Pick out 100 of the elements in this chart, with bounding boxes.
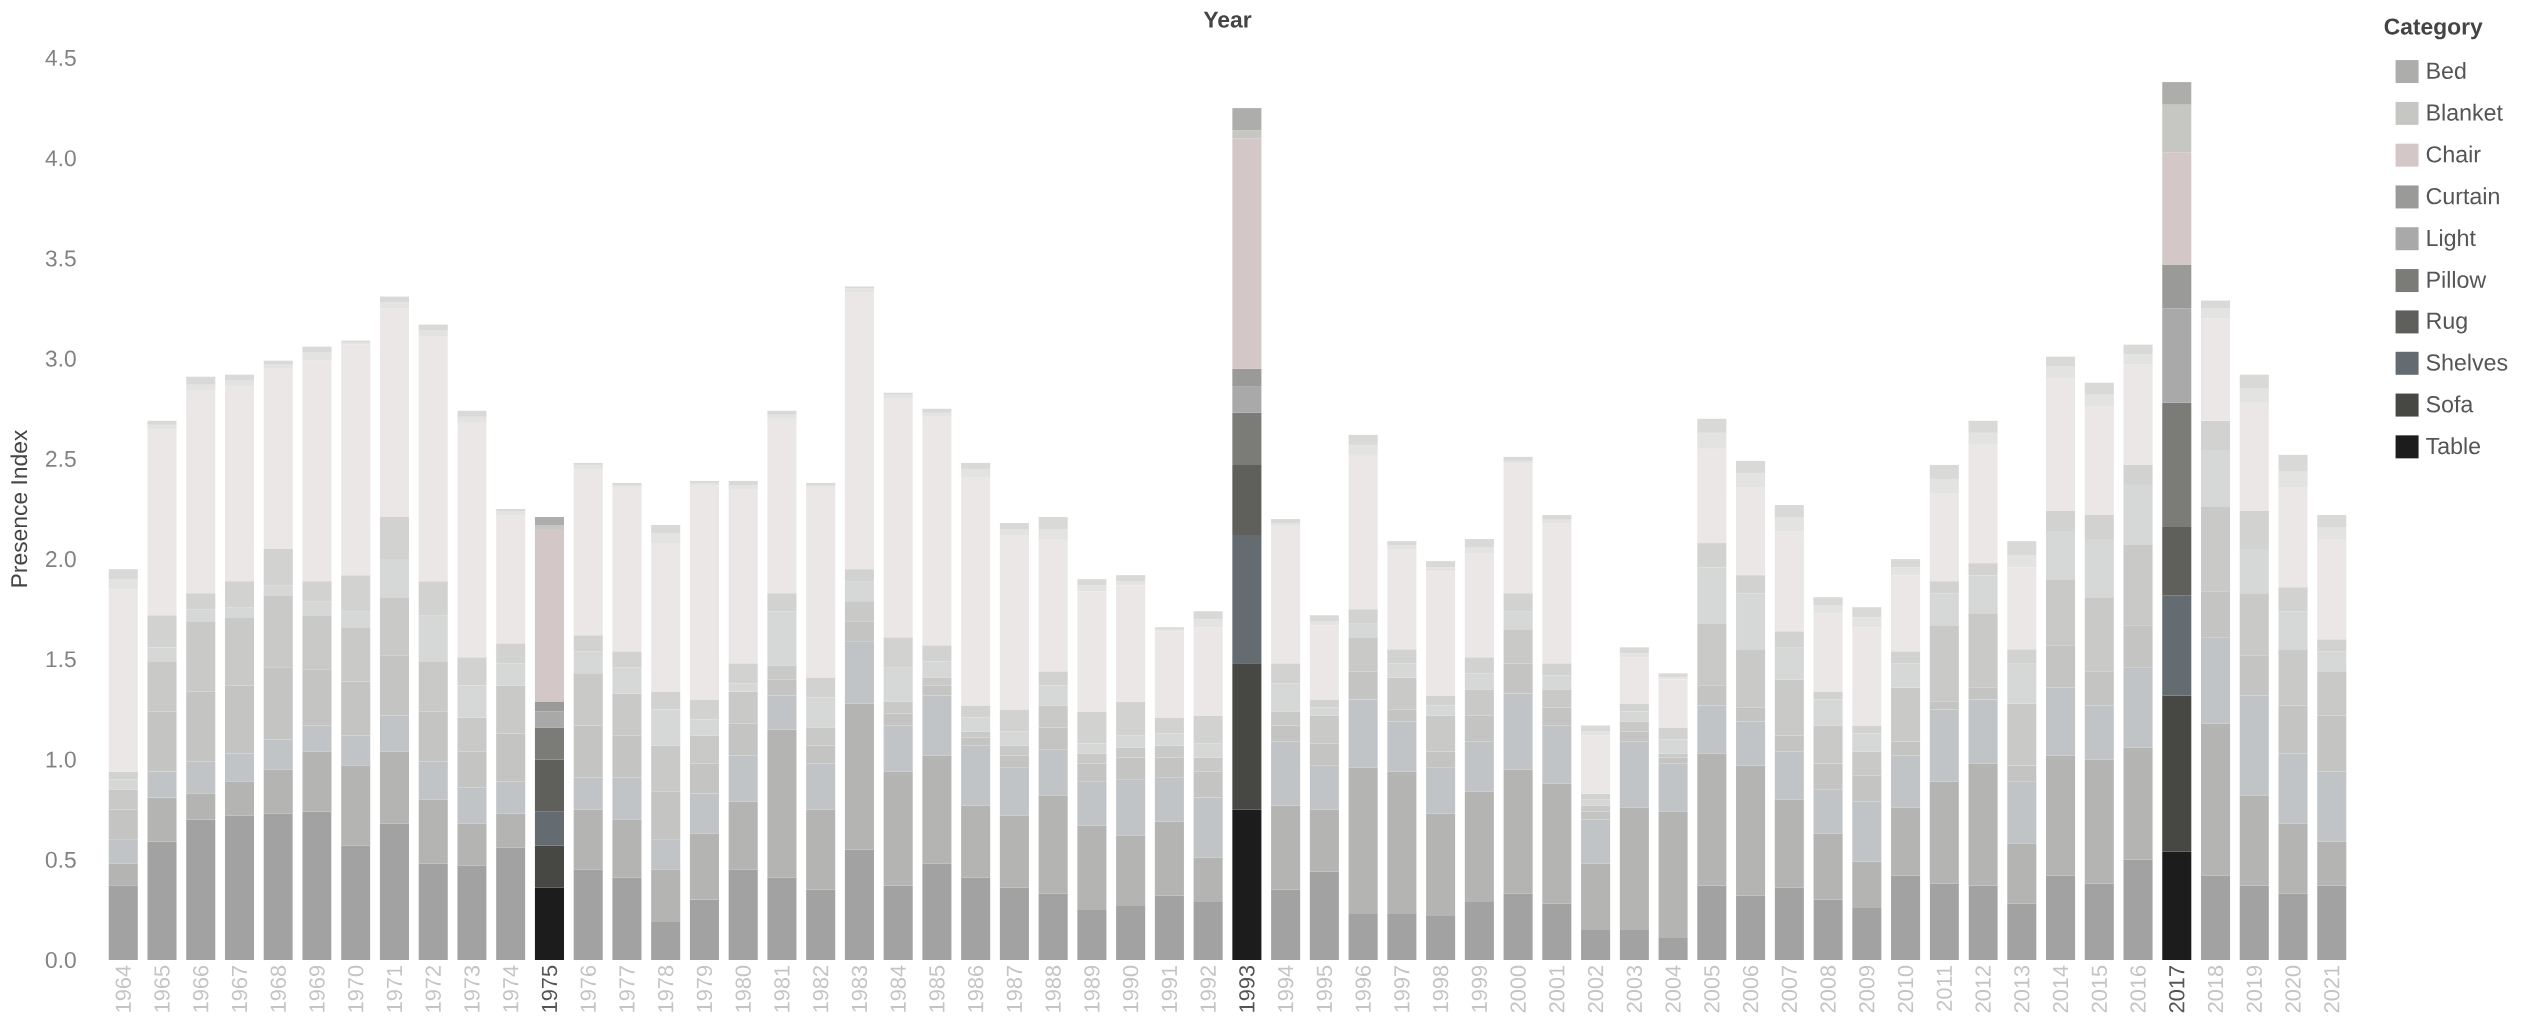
bar — [147, 797, 177, 842]
bar — [2123, 747, 2153, 860]
bar — [1813, 833, 1843, 900]
y-tick-label: 0.5 — [45, 851, 76, 868]
bar — [1736, 765, 1766, 896]
bar — [1116, 585, 1146, 702]
bar — [728, 869, 758, 960]
bar — [1619, 929, 1649, 960]
bar — [728, 801, 758, 870]
bar — [341, 845, 371, 960]
x-tick-label: 2008 — [1820, 965, 1836, 1013]
bar — [1232, 108, 1262, 131]
x-tick-label: 1983 — [851, 965, 868, 1012]
bar — [1736, 895, 1766, 960]
legend-label: Sofa — [2426, 395, 2474, 413]
bar — [1348, 913, 1378, 960]
bar — [883, 398, 913, 638]
bar — [534, 845, 564, 888]
legend-label: Chair — [2426, 145, 2481, 163]
bar — [1929, 781, 1959, 884]
x-tick-label: 2021 — [2324, 966, 2340, 1013]
bar — [496, 515, 526, 644]
x-tick-label: 1964 — [115, 965, 131, 1012]
bar — [2162, 308, 2192, 403]
bar — [2278, 893, 2308, 960]
bar — [534, 887, 564, 960]
bar — [883, 885, 913, 960]
bar — [1852, 907, 1882, 960]
x-tick-label: 1974 — [503, 965, 519, 1012]
y-tick-label: 4.0 — [45, 150, 76, 167]
bar — [1891, 807, 1921, 876]
x-tick-label: 2014 — [2052, 965, 2069, 1013]
bar — [2239, 795, 2269, 886]
bar — [341, 765, 371, 846]
bar — [1232, 368, 1262, 387]
x-tick-label: 1975 — [541, 965, 558, 1012]
bar — [883, 771, 913, 886]
x-tick-label: 2012 — [1975, 966, 1991, 1013]
bar — [2046, 755, 2076, 876]
bar — [844, 292, 874, 570]
bar — [961, 877, 991, 960]
x-tick-label: 2020 — [2285, 965, 2301, 1013]
bar — [728, 480, 758, 485]
bar — [496, 847, 526, 960]
bar — [186, 819, 216, 960]
bar — [922, 408, 952, 413]
bar — [418, 799, 448, 864]
x-tick-label: 2011 — [1936, 966, 1953, 1011]
x-tick-label: 1971 — [386, 966, 403, 1012]
x-axis-title: Year — [1203, 11, 1252, 28]
bar — [1503, 893, 1533, 960]
bar — [1503, 456, 1533, 461]
bar — [1658, 811, 1688, 938]
bar — [2007, 843, 2037, 904]
bar — [341, 344, 371, 576]
bar — [457, 823, 487, 866]
y-tick-label: 3.5 — [45, 250, 76, 267]
x-tick-label: 1986 — [967, 965, 984, 1012]
x-tick-label: 2015 — [2091, 965, 2108, 1013]
legend-label: Rug — [2427, 312, 2467, 334]
bar — [2200, 723, 2231, 876]
bar — [999, 815, 1029, 888]
bar — [1542, 903, 1572, 960]
bar — [1968, 763, 1998, 886]
bar — [263, 368, 293, 550]
bar — [418, 863, 448, 960]
bar — [612, 819, 642, 878]
bar — [1426, 813, 1456, 916]
bar — [1426, 561, 1456, 568]
x-tick-label: 1969 — [309, 965, 325, 1012]
x-tick-label: 1972 — [425, 966, 441, 1012]
x-tick-label: 2001 — [1549, 966, 1565, 1013]
bar — [1232, 663, 1262, 810]
bar — [1077, 909, 1107, 960]
bar — [1232, 535, 1262, 664]
bar — [1581, 725, 1611, 732]
bar — [961, 805, 991, 878]
bar — [1581, 863, 1611, 930]
bar — [2162, 695, 2192, 852]
bar — [767, 877, 797, 960]
bar — [1154, 821, 1184, 896]
x-tick-label: 2003 — [1626, 965, 1643, 1013]
x-tick-label: 2016 — [2130, 965, 2146, 1013]
bar — [1348, 767, 1378, 914]
bar — [2239, 885, 2269, 960]
x-tick-label: 1984 — [890, 965, 906, 1012]
bar — [1464, 901, 1494, 960]
bar — [2162, 402, 2192, 528]
bar — [108, 863, 138, 886]
y-tick-label: 3.0 — [45, 350, 76, 367]
bar — [2162, 527, 2192, 596]
bar — [147, 420, 177, 425]
x-tick-label: 1985 — [929, 965, 945, 1012]
x-tick-label: 1991 — [1161, 966, 1178, 1012]
bar — [108, 885, 138, 960]
bar — [534, 701, 564, 712]
bar — [1232, 138, 1262, 369]
bar — [1426, 915, 1456, 960]
bar — [302, 811, 332, 960]
x-tick-label: 1979 — [696, 965, 713, 1012]
